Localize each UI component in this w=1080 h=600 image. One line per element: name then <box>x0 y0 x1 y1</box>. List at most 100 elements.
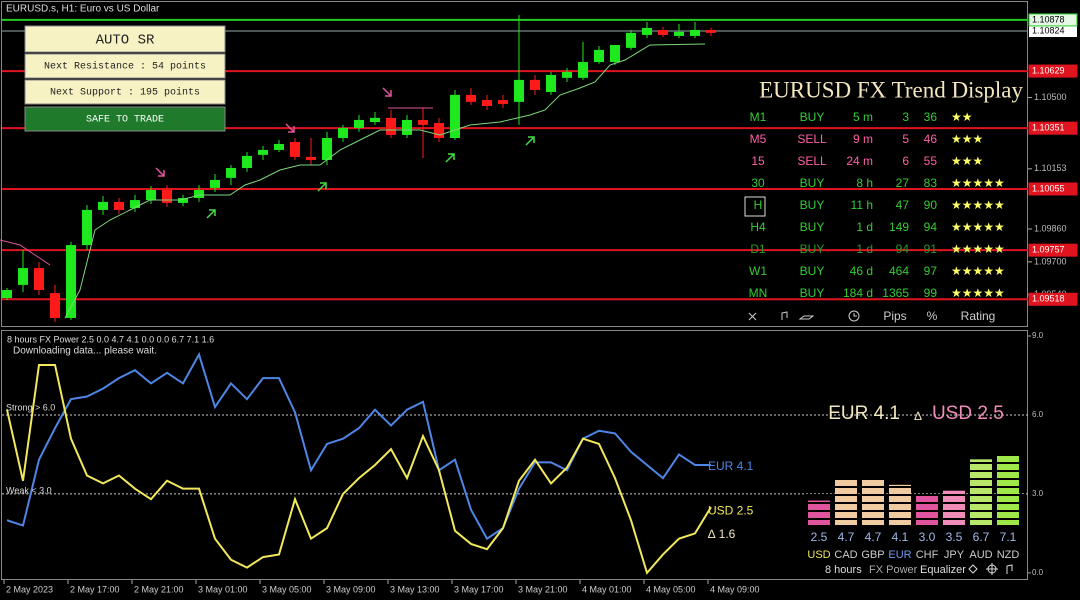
pips: 149 <box>889 220 909 234</box>
candle-body <box>306 156 316 161</box>
percent: 36 <box>924 110 938 124</box>
duration: 1 d <box>856 220 873 234</box>
pips: 47 <box>896 198 910 212</box>
delta-label: ∆ 1.6 <box>708 527 736 541</box>
power-frame <box>1 330 1028 580</box>
candle-body <box>130 200 140 209</box>
end-label: EUR 4.1 <box>708 459 754 473</box>
pips: 3 <box>902 110 909 124</box>
end-label: USD 2.5 <box>708 503 754 517</box>
eq-currency: GBP <box>861 549 884 561</box>
rating: ★★ <box>951 110 973 124</box>
rating: ★★★★★ <box>951 198 1005 212</box>
candle-body <box>578 62 588 78</box>
eq-footer: Equalizer <box>920 564 966 576</box>
signal: BUY <box>800 264 825 278</box>
candle-body <box>418 119 428 125</box>
bar-gap <box>805 478 1025 480</box>
percent: 90 <box>924 198 938 212</box>
bar-gap <box>805 462 1025 464</box>
power-status: Downloading data... please wait. <box>13 346 157 357</box>
candle-body <box>338 127 348 139</box>
time-label: 2 May 2023 <box>6 584 53 594</box>
level-box <box>1028 64 1078 78</box>
candle-body <box>114 201 124 210</box>
pips: 464 <box>889 264 909 278</box>
signal: BUY <box>800 198 825 212</box>
level-label: 1.09757 <box>1032 245 1065 255</box>
column-header: Rating <box>961 309 996 323</box>
pips: 27 <box>896 176 910 190</box>
level-label: 1.10055 <box>1032 183 1065 193</box>
candle-body <box>562 71 572 78</box>
duration: 8 h <box>856 176 873 190</box>
status-box <box>24 106 226 132</box>
level-label: 1.10351 <box>1032 123 1065 133</box>
percent: 46 <box>924 132 938 146</box>
candle-body <box>322 138 332 161</box>
column-header: % <box>927 309 938 323</box>
level-box <box>1028 243 1078 257</box>
eq-value: 4.7 <box>838 530 855 544</box>
eq-value: 7.1 <box>1000 530 1017 544</box>
candle-body <box>98 201 108 210</box>
timeframe: MN <box>749 286 768 300</box>
summary-quote: USD 2.5 <box>932 403 1004 424</box>
level-label: 1.10878 <box>1032 14 1065 24</box>
candle-body <box>178 198 188 203</box>
bar-gap <box>805 518 1025 520</box>
eq-bar <box>862 478 884 525</box>
signal: BUY <box>800 220 825 234</box>
power-line <box>6 363 712 575</box>
candle-body <box>146 189 156 201</box>
time-label: 4 May 05:00 <box>646 584 696 594</box>
candle-body <box>498 100 508 104</box>
percent: 97 <box>924 264 938 278</box>
signal: BUY <box>800 176 825 190</box>
table-icons <box>748 310 860 322</box>
eq-currency: NZD <box>997 549 1020 561</box>
eq-bar <box>835 478 857 525</box>
indicator-line <box>0 239 51 266</box>
eq-bar <box>808 500 830 525</box>
trend-table: M1 BUY 5 m 3 36 ★★ M5 SELL 9 m 5 46 ★★★ 15 SELL 24 m 6 5… <box>749 110 1005 300</box>
bar-gap <box>805 470 1025 472</box>
candle-body <box>466 94 476 102</box>
candle-body <box>546 74 556 93</box>
sell-arrows <box>155 87 392 177</box>
eq-currency: EUR <box>888 549 911 561</box>
time-label: 2 May 21:00 <box>134 584 184 594</box>
time-label: 3 May 05:00 <box>262 584 312 594</box>
timeframe: M5 <box>750 132 767 146</box>
sr-panel: AUTO SR Next Resistance : 54 points Next… <box>24 25 226 132</box>
signal: BUY <box>800 286 825 300</box>
candle-body <box>370 117 380 123</box>
candle-body <box>210 179 220 188</box>
candle-body <box>658 29 668 35</box>
sr-title-box <box>24 25 226 53</box>
candle-body <box>82 209 92 246</box>
eq-footer: FX Power <box>869 564 918 576</box>
eq-icons <box>968 563 1013 575</box>
summary-base: EUR 4.1 <box>828 403 900 424</box>
candle-body <box>290 141 300 157</box>
candle-body <box>610 44 620 63</box>
time-label: 3 May 21:00 <box>518 584 568 594</box>
duration: 184 d <box>843 286 873 300</box>
eq-bar <box>997 455 1019 525</box>
sr-title: AUTO SR <box>96 33 155 49</box>
candle-body <box>34 268 44 291</box>
timeframe: 30 <box>751 176 765 190</box>
support-box <box>24 79 226 105</box>
level-label: 1.10629 <box>1032 65 1065 75</box>
level-label: 1.09518 <box>1032 294 1065 304</box>
bar-gap <box>805 486 1025 488</box>
eq-value: 4.7 <box>865 530 882 544</box>
rating: ★★★★★ <box>951 242 1005 256</box>
weak-label: Weak < 3.0 <box>6 485 52 495</box>
timeframe: 15 <box>751 154 765 168</box>
power-line <box>6 351 711 541</box>
rating: ★★★★★ <box>951 286 1005 300</box>
power-title: 8 hours FX Power 2.5 0.0 4.7 4.1 0.0 0.0… <box>7 334 214 344</box>
timeframe: H4 <box>750 220 766 234</box>
